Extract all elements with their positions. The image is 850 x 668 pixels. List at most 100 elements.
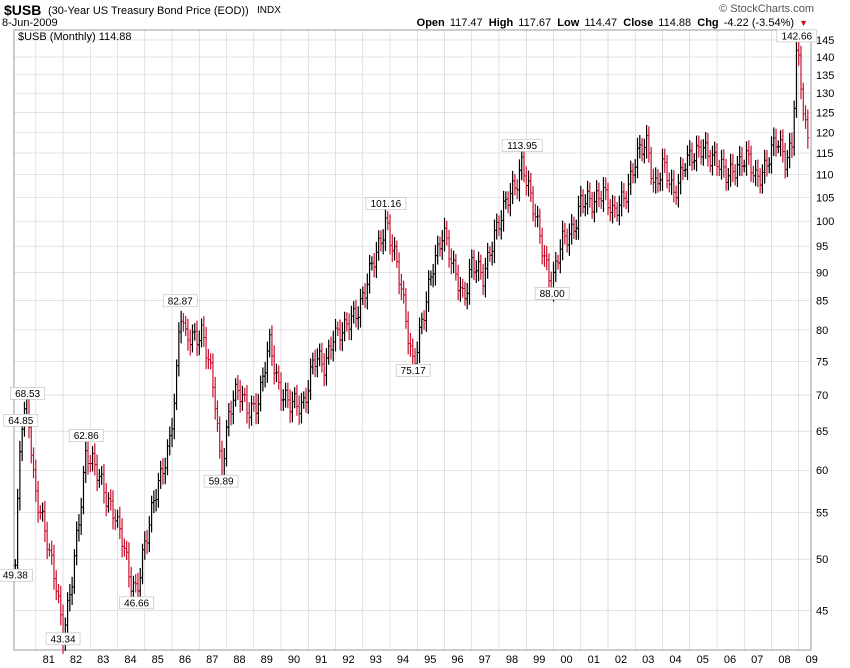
price-bar — [706, 133, 710, 167]
price-bar — [769, 136, 773, 174]
price-bar — [722, 149, 726, 178]
price-bar — [215, 400, 219, 432]
price-bar — [318, 343, 322, 367]
price-bar — [638, 134, 642, 159]
annotation-text: 113.95 — [507, 141, 537, 152]
price-bar — [774, 128, 778, 157]
price-bar — [75, 521, 79, 566]
y-tick-label: 145 — [816, 35, 834, 47]
price-bar — [127, 542, 131, 588]
price-bar — [41, 502, 45, 522]
y-tick-label: 80 — [816, 325, 828, 337]
price-bar — [665, 154, 669, 189]
chart-date: 8-Jun-2009 — [2, 17, 58, 29]
price-bar — [713, 141, 717, 166]
price-bar — [288, 389, 292, 423]
price-bar — [581, 189, 585, 214]
price-bar — [113, 508, 117, 531]
price-bar — [240, 385, 244, 411]
legend: $USB (Monthly) 114.88 — [18, 31, 132, 43]
price-bar — [676, 173, 680, 208]
price-bar — [97, 469, 101, 488]
price-bar — [783, 142, 787, 179]
price-bar — [804, 105, 808, 129]
price-bar — [393, 237, 397, 261]
price-bar — [636, 137, 640, 179]
price-bar — [765, 150, 769, 177]
price-bar — [740, 146, 744, 177]
price-bar — [104, 482, 108, 517]
price-bar — [254, 393, 258, 425]
price-bar — [454, 253, 458, 281]
annotation-text: 75.17 — [401, 366, 426, 377]
x-tick-label: 91 — [315, 654, 327, 666]
close-label: Close — [623, 17, 654, 29]
price-bar — [52, 544, 56, 590]
price-bar — [145, 529, 149, 555]
price-bar — [331, 330, 335, 362]
price-bar — [329, 336, 333, 360]
price-bar — [533, 203, 537, 228]
price-bar — [556, 254, 560, 270]
price-bar — [159, 460, 163, 489]
x-tick-label: 89 — [261, 654, 273, 666]
close-value: 114.88 — [658, 17, 692, 29]
price-bar — [656, 169, 660, 193]
price-bar — [465, 283, 469, 310]
price-bar — [154, 488, 158, 512]
price-bar — [354, 299, 358, 328]
price-bar — [261, 367, 265, 392]
annotation-label: 142.66 — [776, 29, 818, 42]
price-bar — [608, 199, 612, 222]
price-bars — [13, 39, 810, 654]
price-bar — [524, 166, 528, 196]
exchange-label: INDX — [257, 5, 281, 16]
price-bar — [218, 416, 222, 459]
price-bar — [710, 145, 714, 176]
price-bar — [190, 324, 194, 353]
price-bar — [265, 341, 269, 383]
annotation-label: 113.95 — [501, 139, 543, 152]
legend-label: $USB (Monthly) 114.88 — [18, 31, 132, 43]
price-bar — [749, 145, 753, 182]
y-tick-label: 100 — [816, 216, 834, 228]
y-tick-label: 140 — [816, 52, 834, 64]
x-tick-label: 82 — [70, 654, 82, 666]
price-bar — [66, 592, 70, 634]
x-tick-label: 92 — [342, 654, 354, 666]
price-bar — [79, 497, 83, 535]
price-bar — [256, 393, 260, 424]
price-bar — [495, 213, 499, 240]
price-bar — [270, 325, 274, 367]
price-bar — [735, 155, 739, 188]
price-bar — [799, 45, 803, 100]
price-bar — [538, 208, 542, 244]
price-bar — [411, 338, 415, 365]
annotation-text: 43.34 — [51, 634, 76, 645]
annotation-label: 101.16 — [365, 197, 407, 210]
price-bar — [572, 216, 576, 239]
high-label: High — [488, 17, 514, 29]
price-bar — [492, 219, 496, 264]
price-bar — [95, 454, 99, 492]
price-bar — [259, 375, 263, 412]
y-tick-label: 95 — [816, 241, 828, 253]
price-bar — [801, 82, 805, 121]
price-bar — [202, 315, 206, 347]
price-bar — [161, 458, 165, 485]
price-annotations: 49.38 64.85 68.53 43.34 62.86 46.66 82.87 59.89… — [0, 29, 818, 645]
price-bar — [679, 156, 683, 195]
y-tick-label: 110 — [816, 170, 834, 182]
price-bar — [781, 129, 785, 163]
price-bar — [704, 132, 708, 159]
price-bar — [429, 270, 433, 286]
price-bar — [517, 159, 521, 202]
price-bar — [558, 239, 562, 274]
price-bar — [163, 457, 167, 485]
price-bar — [456, 264, 460, 301]
price-bar — [588, 182, 592, 208]
x-tick-label: 96 — [451, 654, 463, 666]
price-bar — [458, 276, 462, 302]
price-bar — [397, 252, 401, 295]
price-bar — [772, 127, 776, 156]
